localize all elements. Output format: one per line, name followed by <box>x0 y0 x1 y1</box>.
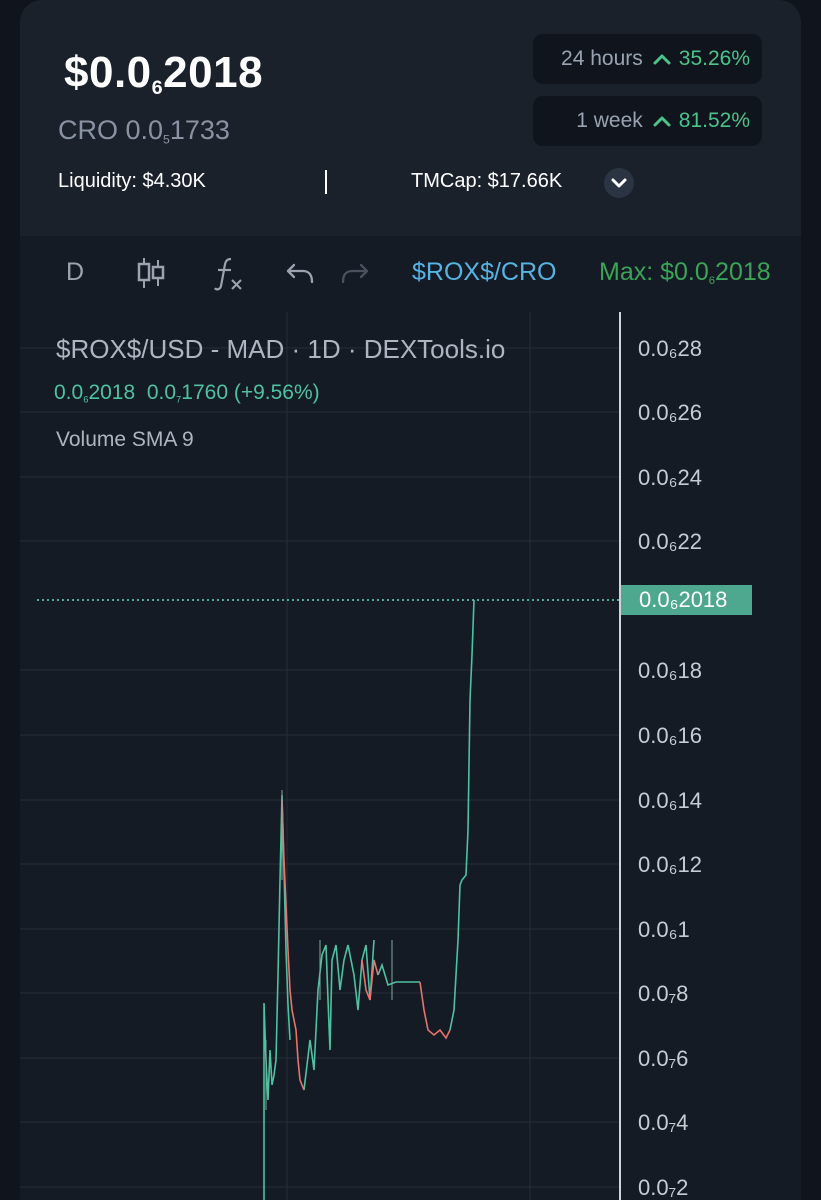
change-main: 0.0 <box>146 381 177 404</box>
open-main: 0.0 <box>54 381 84 404</box>
open-tail: 2018 <box>88 381 136 404</box>
open-sub: 6 <box>83 394 89 406</box>
arrow-up-icon <box>653 54 671 65</box>
cro-main: CRO 0.0 <box>58 115 164 145</box>
change-24h-pill: 24 hours 35.26% <box>533 34 762 84</box>
cro-price: CRO 0.051733 <box>58 115 230 146</box>
indicators-icon[interactable] <box>213 256 245 292</box>
candles-down <box>281 799 451 1091</box>
redo-icon[interactable] <box>340 262 370 286</box>
current-price-tag: 0.0₆2018 <box>621 585 752 615</box>
price-axis-label: 0.0₇2 <box>638 1175 689 1200</box>
ohlc-values: 0.062018 0.071760 (+9.56%) <box>54 381 320 405</box>
price-axis-label: 0.0₆28 <box>638 336 702 361</box>
price-axis-label: 0.0₆22 <box>638 529 702 554</box>
token-price: $0.062018 <box>64 48 263 100</box>
change-1w-label: 1 week <box>576 109 643 132</box>
stats-divider <box>325 170 327 194</box>
max-tail: 2018 <box>715 258 771 286</box>
interval-button[interactable]: D <box>66 258 85 286</box>
arrow-up-icon <box>653 116 671 127</box>
pair-button[interactable]: $ROX$/CRO <box>412 258 557 286</box>
chevron-down-icon[interactable] <box>604 168 634 198</box>
max-price: Max: $0.062018 <box>599 258 771 287</box>
price-axis-label: 0.0₆24 <box>638 465 702 490</box>
price-axis-label: 0.0₆26 <box>638 400 702 425</box>
grid <box>20 312 620 1200</box>
max-label: Max: $0.0 <box>599 258 709 286</box>
change-24h-value: 35.26% <box>678 47 750 70</box>
price-axis-label: 0.0₆18 <box>638 658 702 683</box>
price-axis-label: 0.0₆12 <box>638 852 702 877</box>
cro-sub: 5 <box>163 132 170 147</box>
price-axis-label: 0.0₆16 <box>638 723 702 748</box>
liquidity-stat: Liquidity: $4.30K <box>58 170 206 192</box>
undo-icon[interactable] <box>285 262 315 286</box>
price-axis-label: 0.0₇8 <box>638 981 689 1006</box>
max-sub: 6 <box>708 274 716 287</box>
price-chart[interactable] <box>20 312 801 1200</box>
price-tail: 2018 <box>163 48 264 97</box>
token-card: $0.062018 CRO 0.051733 Liquidity: $4.30K… <box>20 0 801 1200</box>
candles-up <box>263 599 475 1200</box>
change-tail: 1760 (+9.56%) <box>181 381 320 404</box>
change-24h-label: 24 hours <box>561 47 643 70</box>
chart-title: $ROX$/USD - MAD · 1D · DEXTools.io <box>56 334 506 364</box>
price-sub: 6 <box>151 76 164 99</box>
token-header: $0.062018 CRO 0.051733 Liquidity: $4.30K… <box>20 0 801 236</box>
tmcap-stat: TMCap: $17.66K <box>411 170 563 192</box>
volume-indicator[interactable]: Volume SMA 9 <box>56 428 194 451</box>
cro-tail: 1733 <box>169 115 230 145</box>
candles-icon[interactable] <box>136 256 166 290</box>
price-axis-label: 0.0₆14 <box>638 788 702 813</box>
change-sub: 7 <box>176 394 182 406</box>
change-1w-value: 81.52% <box>678 109 750 132</box>
price-axis-label: 0.0₇4 <box>638 1110 689 1135</box>
price-axis-label: 0.0₇6 <box>638 1046 689 1071</box>
candles-wicks <box>265 790 393 1110</box>
change-1w-pill: 1 week 81.52% <box>533 96 762 146</box>
price-axis-label: 0.0₆1 <box>638 917 690 942</box>
price-main: $0.0 <box>64 48 152 97</box>
